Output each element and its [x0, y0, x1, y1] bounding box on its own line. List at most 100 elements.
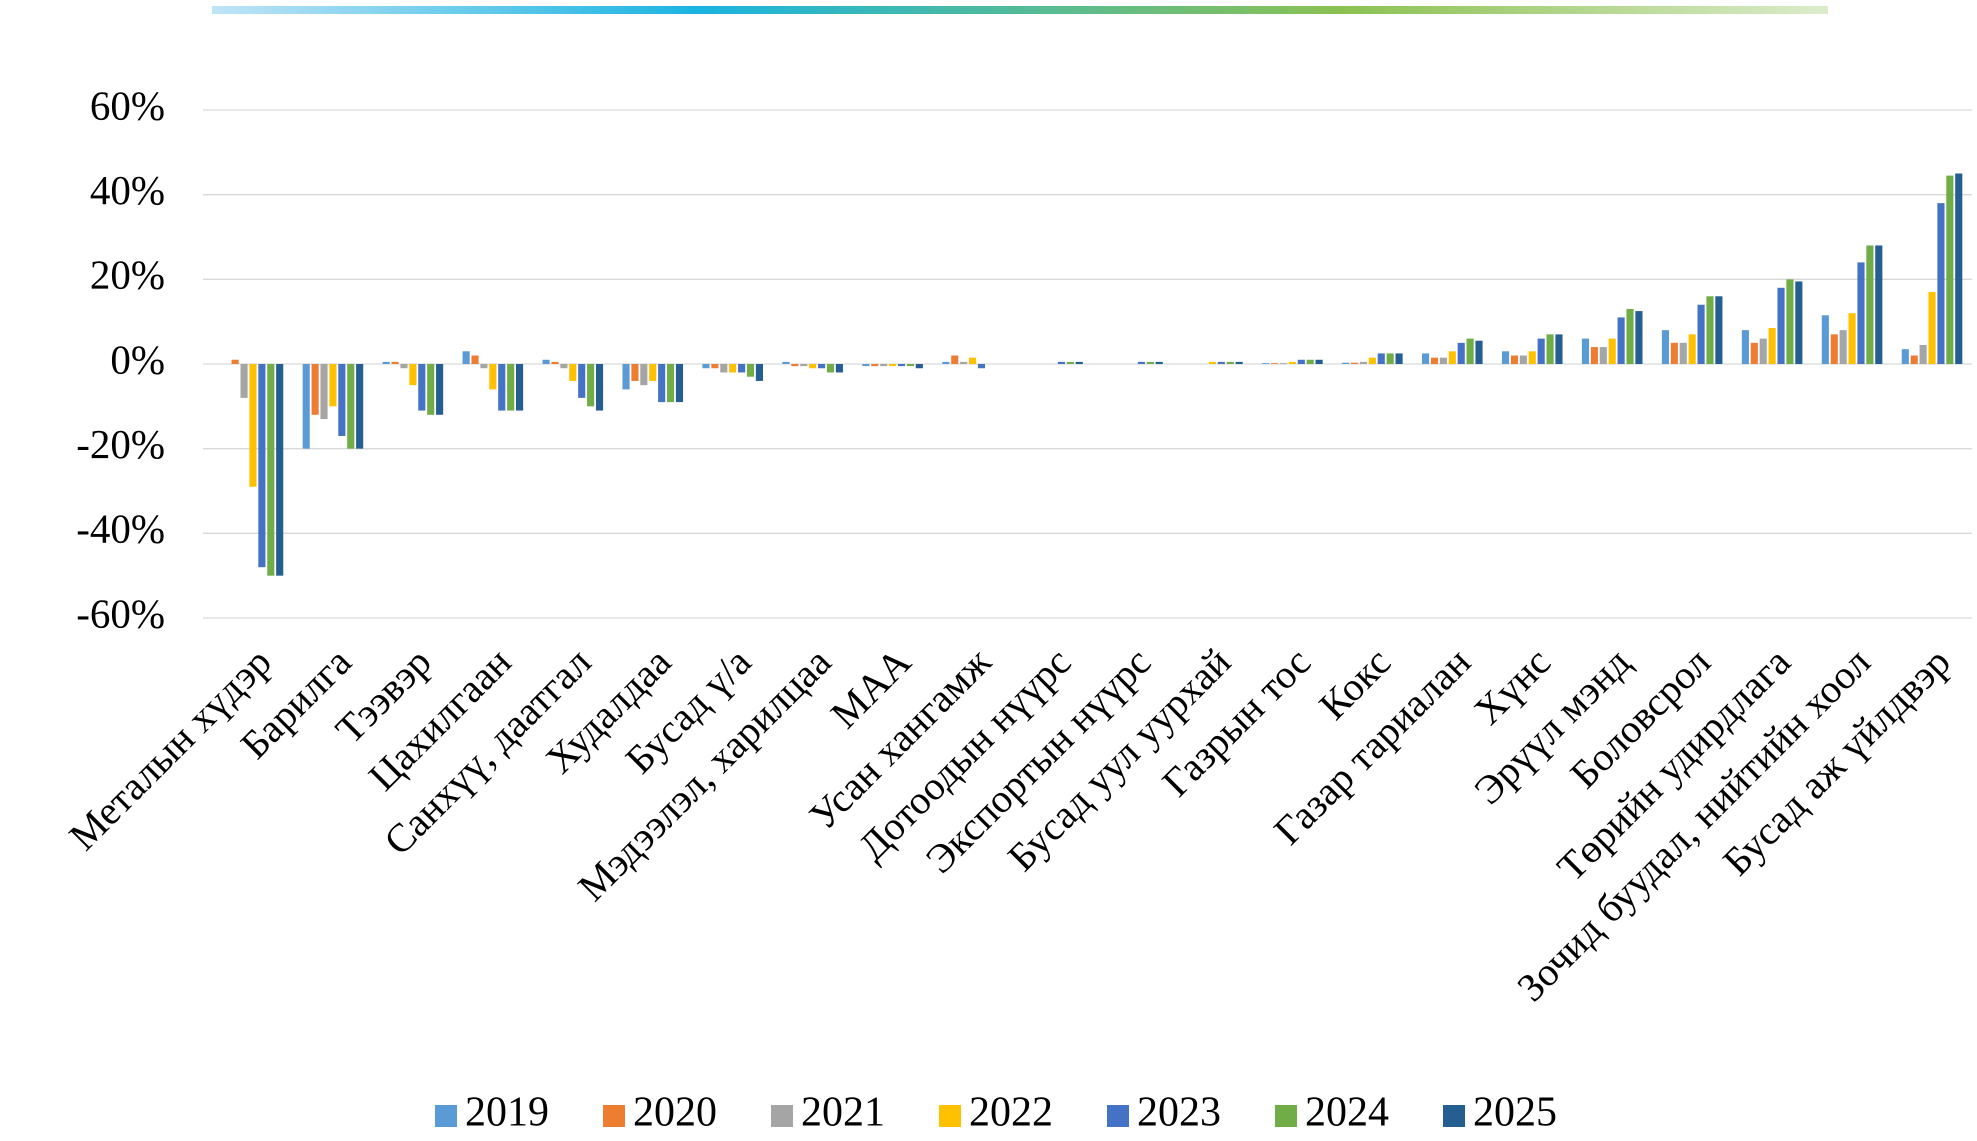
bar	[871, 364, 879, 367]
bar	[436, 364, 444, 415]
bar	[809, 364, 817, 369]
legend-swatch	[1275, 1105, 1297, 1127]
bar	[1262, 363, 1270, 364]
bar	[1208, 361, 1216, 364]
legend-label: 2019	[465, 1090, 549, 1136]
legend-label: 2024	[1305, 1090, 1389, 1136]
bar	[1075, 361, 1083, 364]
y-tick-label: -40%	[76, 506, 165, 552]
bar	[489, 364, 497, 390]
bar	[1955, 173, 1963, 364]
bar	[906, 364, 914, 367]
bar	[302, 364, 310, 449]
bar	[1306, 359, 1314, 364]
bar	[1057, 361, 1065, 364]
bar	[1217, 361, 1225, 364]
bar	[409, 364, 417, 386]
bar	[356, 364, 364, 449]
bar	[658, 364, 666, 403]
bar	[391, 361, 399, 364]
bar	[1146, 361, 1154, 364]
bar	[276, 364, 284, 576]
bar	[1839, 330, 1847, 364]
legend-swatch	[603, 1105, 625, 1127]
bar	[1706, 296, 1714, 364]
bar	[1528, 351, 1536, 364]
bar	[1830, 334, 1838, 364]
bar	[569, 364, 577, 381]
bar	[729, 364, 737, 373]
bar	[1759, 338, 1767, 364]
bar	[1928, 292, 1936, 364]
bar	[338, 364, 346, 436]
bar	[1777, 287, 1785, 364]
bar	[1430, 357, 1439, 364]
bar	[1475, 340, 1483, 364]
bar	[1386, 353, 1394, 364]
bar	[1590, 347, 1598, 364]
bar	[862, 364, 870, 367]
bar	[1066, 361, 1074, 364]
bar	[1670, 342, 1678, 364]
bar	[826, 364, 835, 373]
bar	[835, 364, 843, 373]
bar	[1715, 296, 1723, 364]
bar	[542, 359, 550, 364]
bar	[311, 364, 319, 415]
bar	[587, 364, 595, 407]
header-bar	[212, 6, 1828, 14]
bar	[746, 364, 755, 377]
bar	[471, 355, 479, 364]
bar	[1697, 304, 1705, 364]
bar	[231, 359, 239, 364]
bar	[1821, 315, 1829, 364]
bar	[915, 364, 923, 369]
y-tick-label: -60%	[76, 590, 165, 636]
bar	[1235, 361, 1243, 364]
bar	[1466, 338, 1474, 364]
bar	[640, 364, 648, 386]
legend-label: 2025	[1473, 1090, 1557, 1136]
bar	[818, 364, 826, 369]
bar	[1617, 317, 1625, 364]
bar	[400, 364, 408, 369]
bar	[418, 364, 426, 411]
bar	[1271, 363, 1279, 364]
bar	[258, 364, 266, 568]
legend-swatch	[435, 1105, 457, 1127]
bar	[800, 364, 808, 367]
bar	[480, 364, 488, 369]
bar	[267, 364, 275, 576]
bar	[1910, 355, 1918, 364]
bar	[1919, 344, 1927, 364]
bar	[1741, 330, 1749, 364]
bar	[1661, 330, 1669, 364]
bar	[1635, 311, 1643, 364]
legend-label: 2022	[969, 1090, 1053, 1136]
y-tick-label: 40%	[90, 167, 165, 213]
bar	[1342, 362, 1350, 364]
bar	[1581, 338, 1590, 364]
y-tick-label: 0%	[110, 336, 165, 382]
bar	[1786, 279, 1794, 364]
bar	[595, 364, 604, 411]
bar	[880, 364, 888, 367]
bar	[329, 364, 337, 407]
bar	[1501, 351, 1510, 364]
y-tick-label: 20%	[90, 252, 165, 298]
bar	[1848, 313, 1856, 364]
bar	[649, 364, 657, 381]
y-tick-label: -20%	[76, 421, 165, 467]
bar	[951, 355, 959, 364]
bar	[1368, 357, 1376, 364]
bar	[1448, 351, 1456, 364]
bar	[942, 361, 950, 364]
bar	[1688, 334, 1696, 364]
bar	[462, 351, 470, 364]
bar	[960, 361, 968, 364]
bar	[249, 364, 257, 487]
bar	[897, 364, 906, 367]
bar	[675, 364, 684, 403]
legend-swatch	[1443, 1105, 1465, 1127]
